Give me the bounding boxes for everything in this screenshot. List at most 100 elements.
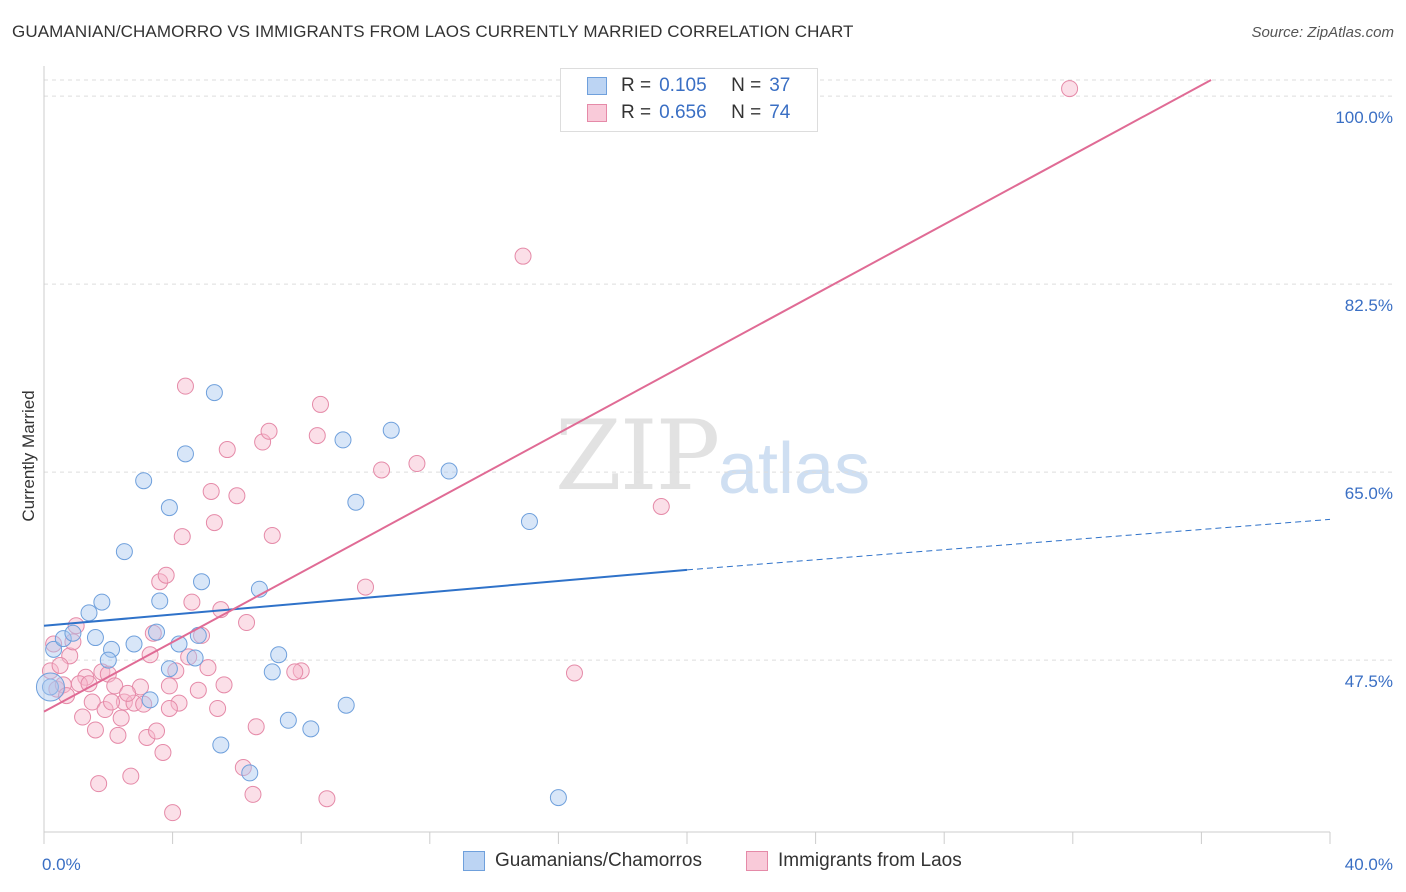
legend-n-value: 37 bbox=[769, 75, 791, 96]
point-laos bbox=[170, 694, 188, 712]
point-laos bbox=[218, 441, 236, 459]
y-tick-label: 47.5% bbox=[1345, 672, 1393, 691]
point-guamanian bbox=[80, 604, 98, 622]
point-laos bbox=[183, 593, 201, 611]
point-guamanian bbox=[205, 384, 223, 402]
point-laos bbox=[164, 804, 182, 822]
point-laos bbox=[83, 693, 101, 711]
point-laos bbox=[160, 677, 178, 695]
point-guamanian bbox=[35, 672, 65, 702]
x-tick-label: 40.0% bbox=[1345, 855, 1393, 874]
point-laos bbox=[106, 677, 124, 695]
point-laos bbox=[565, 664, 583, 682]
point-laos bbox=[373, 461, 391, 479]
legend-r-value: 0.656 bbox=[659, 102, 707, 123]
legend-swatch-pink bbox=[587, 104, 607, 122]
point-guamanian bbox=[549, 789, 567, 807]
point-guamanian bbox=[141, 691, 159, 709]
point-guamanian bbox=[160, 660, 178, 678]
trendline-guamanian bbox=[43, 568, 688, 627]
point-laos bbox=[176, 377, 194, 395]
source-label: Source: ZipAtlas.com bbox=[1251, 24, 1394, 41]
point-guamanian bbox=[263, 663, 281, 681]
point-laos bbox=[286, 663, 304, 681]
point-guamanian bbox=[302, 720, 320, 738]
point-laos bbox=[160, 699, 178, 717]
chart-title: GUAMANIAN/CHAMORRO VS IMMIGRANTS FROM LA… bbox=[12, 22, 854, 41]
y-tick-label: 100.0% bbox=[1335, 108, 1393, 127]
point-laos bbox=[151, 573, 169, 591]
point-guamanian bbox=[86, 629, 104, 647]
point-guamanian bbox=[382, 421, 400, 439]
point-laos bbox=[119, 684, 137, 702]
point-guamanian bbox=[334, 431, 352, 449]
point-laos bbox=[64, 633, 82, 651]
point-guamanian bbox=[125, 635, 143, 653]
legend-r-label: R = bbox=[621, 75, 652, 96]
legend-r-label: R = bbox=[621, 102, 652, 123]
point-laos bbox=[209, 699, 227, 717]
point-guamanian bbox=[337, 696, 355, 714]
legend-label-guamanians: Guamanians/Chamorros bbox=[495, 850, 702, 871]
point-laos bbox=[189, 681, 207, 699]
point-guamanian bbox=[115, 543, 133, 561]
point-guamanian bbox=[45, 640, 63, 658]
point-laos bbox=[247, 718, 265, 736]
legend-swatch-blue bbox=[587, 77, 607, 95]
point-laos bbox=[260, 422, 278, 440]
points-layer bbox=[35, 80, 1079, 822]
watermark-zip: ZIP bbox=[555, 400, 720, 512]
point-laos bbox=[138, 728, 156, 746]
point-laos bbox=[215, 676, 233, 694]
point-guamanian bbox=[270, 646, 288, 664]
point-laos bbox=[205, 514, 223, 532]
watermark-atlas: atlas bbox=[718, 429, 871, 509]
legend-item-laos: Immigrants from Laos bbox=[746, 850, 962, 872]
point-laos bbox=[157, 566, 175, 584]
point-laos bbox=[514, 247, 532, 265]
axis-layer bbox=[43, 66, 1331, 844]
point-guamanian bbox=[347, 493, 365, 511]
point-laos bbox=[112, 709, 130, 727]
point-guamanian bbox=[148, 623, 166, 641]
legend-n-value: 74 bbox=[769, 102, 791, 123]
point-laos bbox=[51, 656, 69, 674]
legend-label-laos: Immigrants from Laos bbox=[778, 850, 962, 871]
label-layer: 47.5% 65.0% 82.5% 100.0% 0.0% 40.0% Currently … bbox=[19, 108, 1393, 874]
point-guamanian bbox=[440, 462, 458, 480]
legend-swatch-blue bbox=[463, 851, 485, 871]
y-tick-label: 82.5% bbox=[1345, 296, 1393, 315]
point-guamanian bbox=[54, 630, 72, 648]
x-tick-label: 0.0% bbox=[42, 855, 81, 874]
point-laos bbox=[263, 526, 281, 544]
legend-row-guamanian: R = 0.105 N = 37 bbox=[587, 73, 790, 99]
legend-series: Guamanians/Chamorros Immigrants from Lao… bbox=[0, 850, 1406, 878]
point-guamanian bbox=[189, 626, 207, 644]
point-laos bbox=[199, 659, 217, 677]
point-laos bbox=[311, 395, 329, 413]
point-laos bbox=[173, 528, 191, 546]
point-guamanian bbox=[212, 736, 230, 754]
point-laos bbox=[122, 767, 140, 785]
point-laos bbox=[1061, 80, 1079, 98]
point-laos bbox=[254, 433, 272, 451]
point-laos bbox=[318, 790, 336, 808]
point-laos bbox=[244, 785, 262, 803]
legend-stats: R = 0.105 N = 37 R = 0.656 N = 74 bbox=[560, 68, 818, 132]
legend-row-laos: R = 0.656 N = 74 bbox=[587, 100, 790, 126]
y-axis-title: Currently Married bbox=[19, 390, 38, 521]
point-laos bbox=[180, 648, 198, 666]
point-guamanian bbox=[520, 513, 538, 531]
point-laos bbox=[228, 487, 246, 505]
point-laos bbox=[408, 455, 426, 473]
point-guamanian bbox=[151, 592, 169, 610]
point-guamanian bbox=[193, 573, 211, 591]
point-laos bbox=[109, 726, 127, 744]
point-guamanian bbox=[99, 651, 117, 669]
point-laos bbox=[238, 614, 256, 632]
point-guamanian bbox=[93, 593, 111, 611]
y-tick-label: 65.0% bbox=[1345, 484, 1393, 503]
legend-n-label: N = bbox=[731, 102, 762, 123]
point-laos bbox=[74, 708, 92, 726]
